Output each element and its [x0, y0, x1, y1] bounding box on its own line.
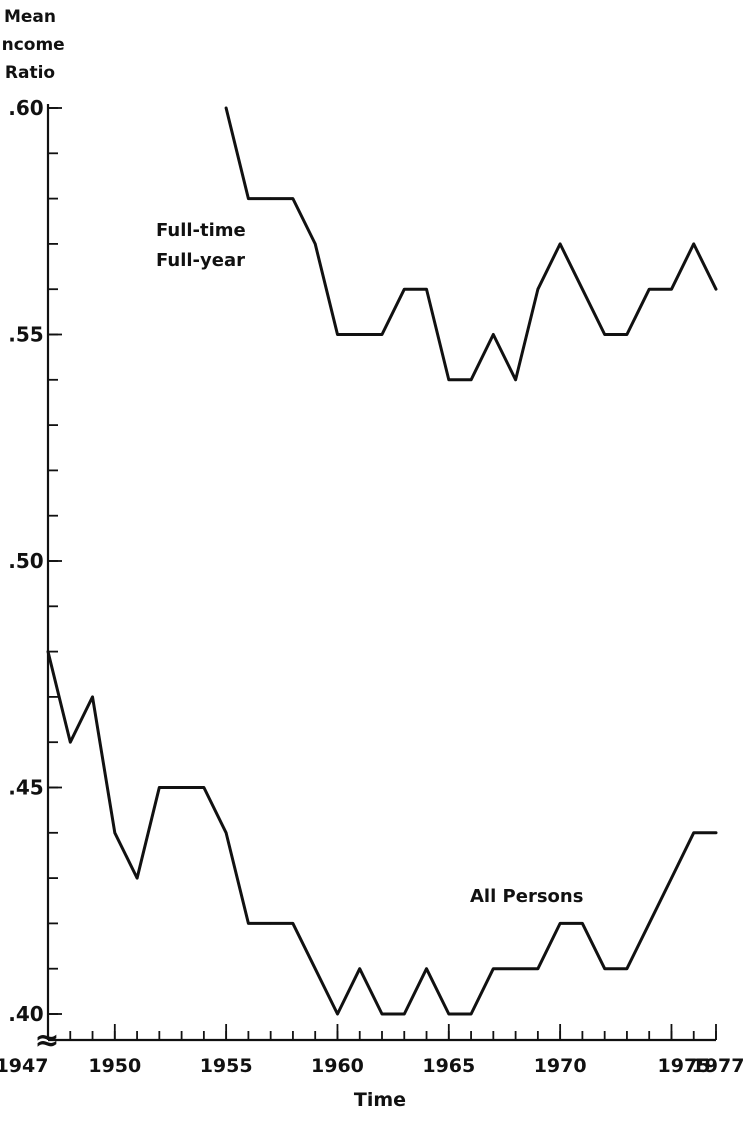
data-point	[314, 242, 317, 246]
data-point	[113, 831, 117, 834]
data-point	[336, 1012, 339, 1016]
data-point	[581, 288, 584, 291]
x-tick-label: 1947	[0, 1055, 48, 1077]
data-point	[269, 197, 272, 200]
data-point	[224, 831, 228, 834]
y-axis-title-line-1: Mean	[4, 7, 56, 27]
data-point	[670, 288, 673, 291]
data-point	[247, 197, 250, 200]
y-tick-label: .60	[8, 96, 43, 120]
data-point	[91, 695, 94, 699]
data-point	[135, 876, 139, 880]
y-axis-ticks: .60 .55 .50 .45 .40	[8, 96, 62, 1026]
data-point	[514, 967, 517, 970]
series-label-full-time-line-1: Full-time	[156, 220, 246, 241]
data-point	[469, 1012, 473, 1016]
data-point	[403, 288, 406, 291]
y-axis-title-line-3: Ratio	[5, 63, 55, 83]
x-tick-label: 1965	[422, 1055, 475, 1077]
data-point	[714, 288, 718, 291]
data-point	[291, 197, 295, 200]
x-tick-label: 1975	[658, 1055, 711, 1077]
data-point	[425, 967, 428, 970]
x-tick-label: 1955	[200, 1055, 253, 1077]
data-point	[536, 967, 540, 970]
y-tick-label: .55	[8, 323, 43, 347]
data-point	[469, 378, 473, 381]
data-point	[514, 378, 517, 381]
data-point	[269, 922, 272, 925]
data-point	[447, 1012, 450, 1016]
data-point	[648, 288, 651, 291]
data-point	[380, 333, 384, 336]
data-point	[625, 333, 629, 336]
data-point	[380, 1012, 384, 1016]
y-axis-title-line-2: Income	[0, 35, 65, 55]
x-tick-label: 1960	[311, 1055, 364, 1077]
data-point	[358, 333, 361, 336]
data-point	[447, 378, 450, 381]
data-point	[558, 242, 562, 246]
data-point	[425, 288, 428, 291]
series-points-all-persons	[46, 650, 718, 1016]
series-points-full-time-full-year	[224, 106, 718, 381]
x-tick-label: 1950	[88, 1055, 141, 1077]
y-tick-label: .50	[8, 549, 43, 573]
data-point	[692, 242, 695, 246]
data-point	[403, 1012, 406, 1016]
data-point	[314, 967, 317, 970]
data-point	[291, 922, 295, 925]
data-point	[625, 967, 629, 970]
data-point	[492, 333, 495, 336]
data-point	[492, 967, 495, 970]
data-point	[581, 922, 584, 925]
data-point	[603, 967, 606, 970]
y-axis-title: Mean Income Ratio	[0, 7, 65, 83]
series-layer	[46, 106, 718, 1016]
series-label-full-time: Full-time Full-year	[156, 220, 246, 271]
data-point	[648, 922, 651, 925]
data-point	[603, 333, 606, 336]
data-point	[46, 650, 50, 653]
x-axis-title: Time	[354, 1089, 406, 1111]
data-point	[224, 106, 228, 110]
data-point	[692, 831, 695, 834]
y-tick-label: .40	[8, 1002, 43, 1026]
data-point	[180, 786, 183, 789]
data-point	[358, 967, 361, 970]
series-label-full-time-line-2: Full-year	[156, 250, 245, 271]
x-tick-label: 1977	[692, 1055, 743, 1077]
series-label-all-persons: All Persons	[470, 886, 583, 907]
data-point	[202, 786, 206, 789]
data-point	[536, 288, 540, 291]
data-point	[336, 333, 339, 336]
data-point	[558, 922, 562, 925]
data-point	[69, 741, 72, 744]
y-tick-label: .45	[8, 776, 43, 800]
axis-break-marker: ≈	[34, 1023, 59, 1058]
series-line-all-persons	[46, 650, 718, 1016]
data-point	[714, 831, 718, 834]
x-minor-ticks	[47, 1031, 717, 1040]
data-point	[670, 876, 673, 880]
x-tick-label: 1970	[534, 1055, 587, 1077]
data-point	[158, 786, 161, 789]
data-point	[247, 922, 250, 925]
series-line-full-time-full-year	[224, 106, 718, 382]
